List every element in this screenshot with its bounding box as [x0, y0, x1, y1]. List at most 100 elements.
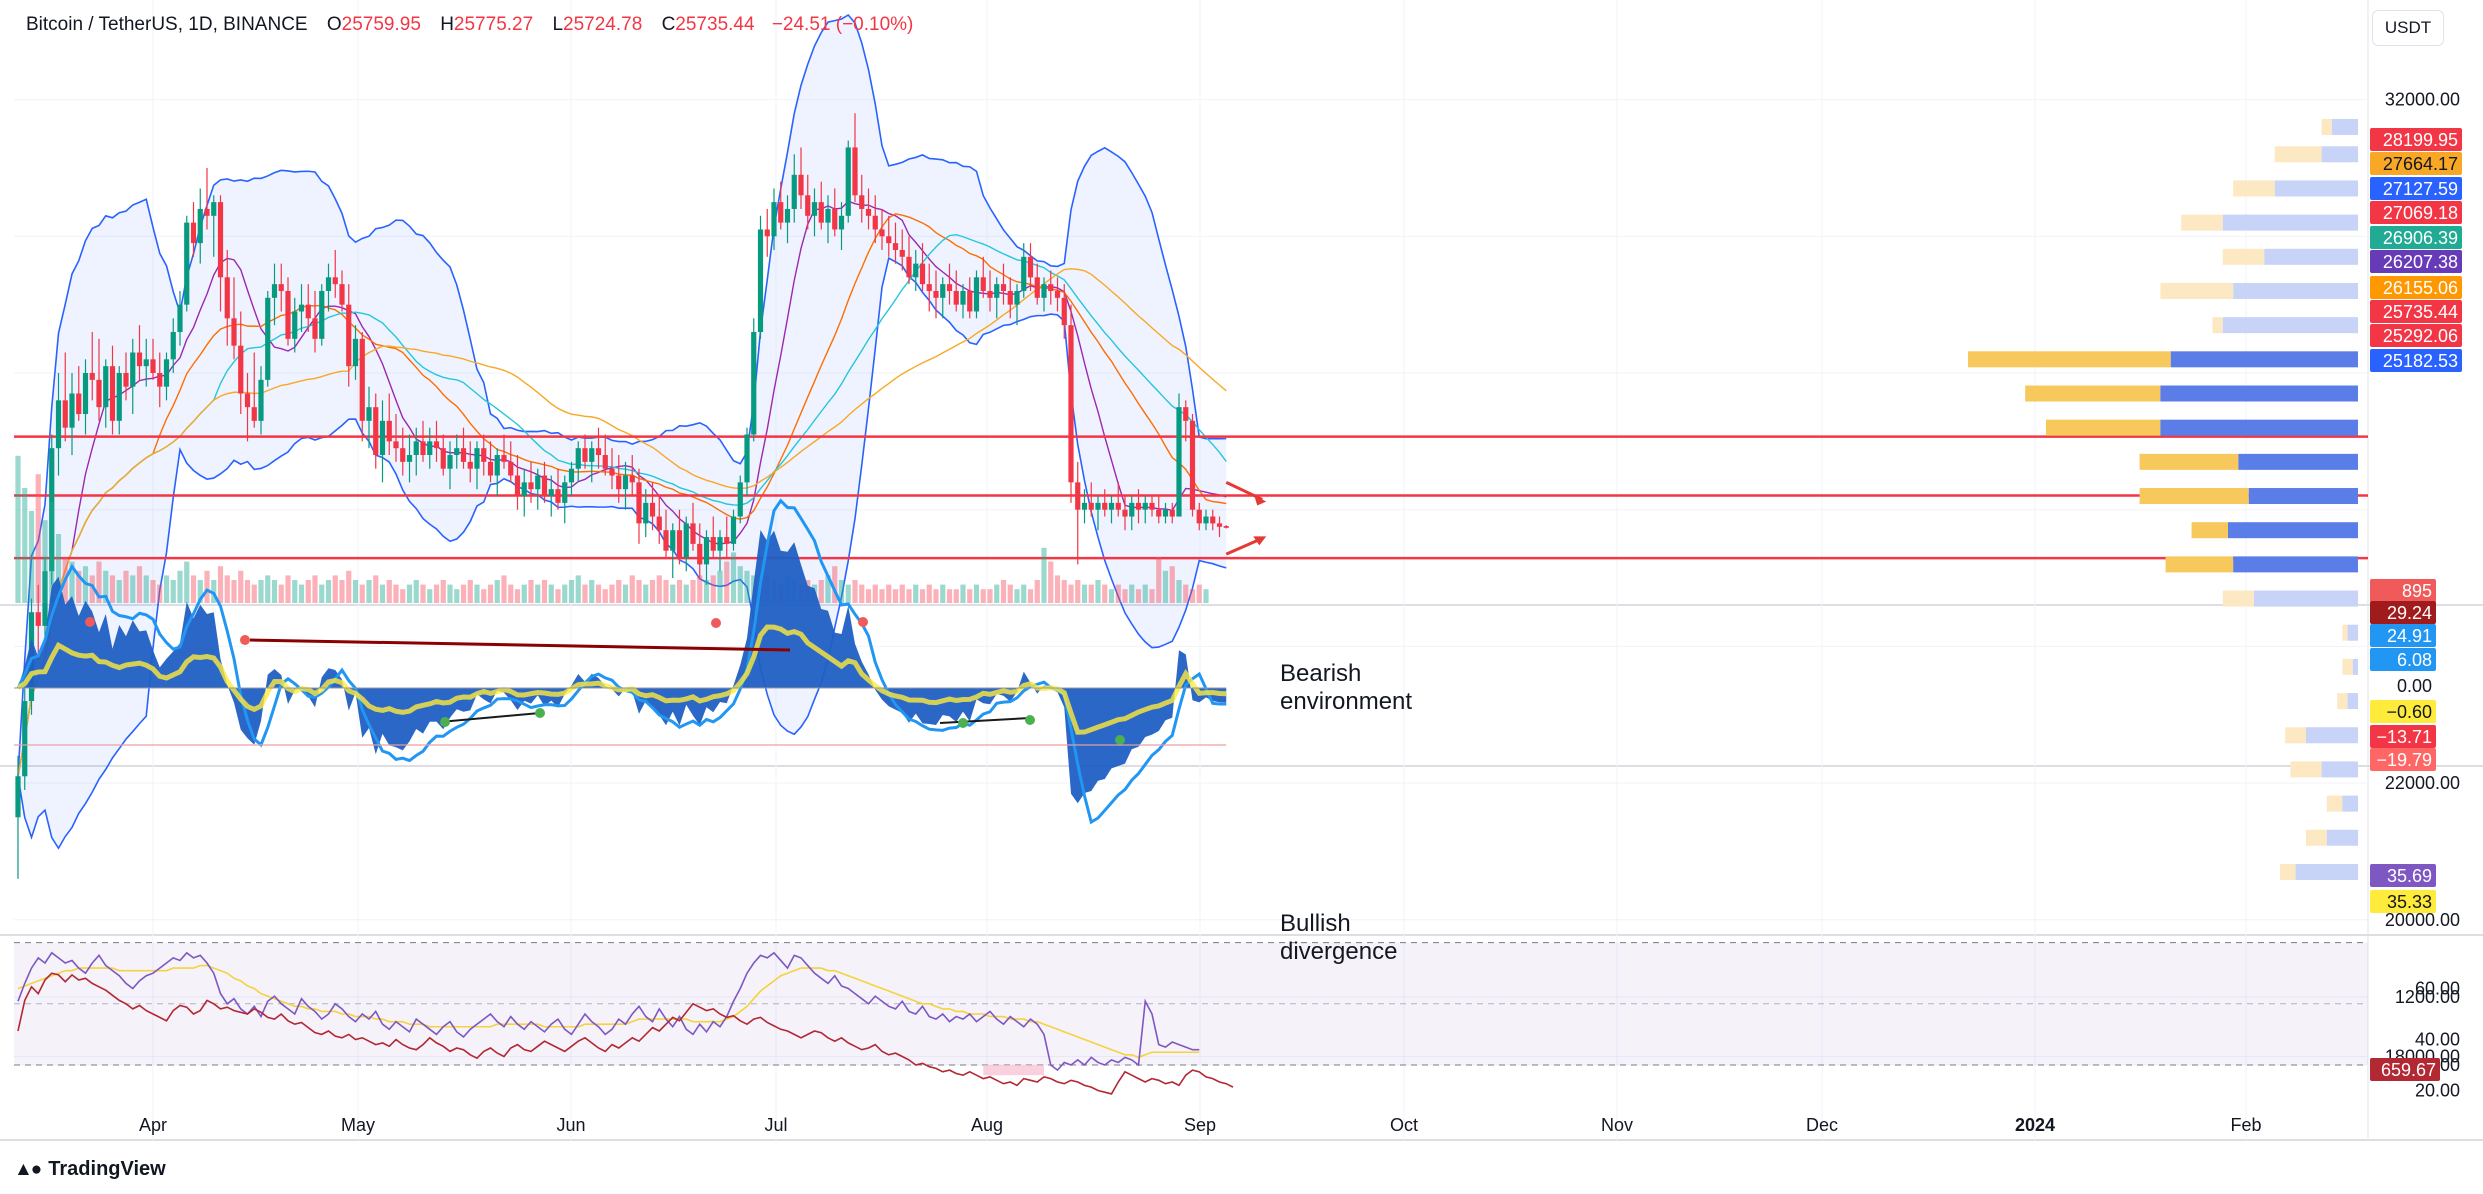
- annotation-bearish-line1: Bearish: [1280, 660, 1362, 687]
- candle-body: [960, 290, 966, 305]
- candle-body: [454, 448, 460, 456]
- annotation-bearish: Bearish environment: [1280, 660, 1412, 716]
- candle-body: [1075, 482, 1081, 510]
- volume-bar: [575, 575, 581, 603]
- price-pane[interactable]: [14, 13, 2368, 880]
- bottom-indicator-pane[interactable]: [17, 972, 1234, 1095]
- candle-body: [602, 455, 608, 469]
- currency-button[interactable]: USDT: [2372, 10, 2444, 46]
- candle-body: [818, 202, 824, 223]
- candle-body: [940, 284, 946, 298]
- candle-body: [535, 475, 541, 490]
- volume-bar: [312, 575, 318, 603]
- volume-bar: [683, 584, 689, 603]
- candle: [784, 195, 791, 244]
- candle-body: [589, 448, 595, 462]
- candle-body: [987, 290, 993, 298]
- time-tick-label: Apr: [139, 1115, 167, 1135]
- candle: [535, 468, 541, 510]
- candle-body: [1048, 284, 1054, 291]
- candle: [508, 441, 514, 483]
- candle: [865, 188, 872, 230]
- price-label-text: 25735.44: [2383, 302, 2458, 322]
- volume-bar: [744, 570, 750, 603]
- volume-bar: [636, 580, 642, 603]
- candle: [1041, 277, 1047, 312]
- rsi-pane[interactable]: [14, 942, 2368, 1076]
- volume-bar: [393, 584, 399, 603]
- candle: [163, 352, 170, 401]
- candle: [1149, 496, 1155, 517]
- candle-body: [1135, 502, 1142, 510]
- candle-body: [751, 331, 757, 435]
- volume-bar: [109, 575, 116, 603]
- candle: [211, 195, 217, 257]
- candle: [440, 434, 446, 476]
- candle-body: [352, 338, 359, 367]
- volume-bar: [1189, 589, 1196, 603]
- candle-body: [1183, 407, 1189, 421]
- oscillator-label: −13.71: [2370, 725, 2436, 748]
- time-axis[interactable]: Apr May Jun Jul Aug Sep Oct Nov Dec 2024 Feb: [139, 1115, 2262, 1135]
- rsi-tick-label: 20.00: [2415, 1081, 2460, 1101]
- volume-bar: [204, 570, 210, 603]
- volume-bar: [89, 575, 95, 603]
- oscillator-divergence-line: [939, 717, 1031, 724]
- candle: [393, 414, 399, 462]
- oscillator-signal-dot: [535, 708, 545, 718]
- oscillator-yellow-line: [16, 624, 1227, 735]
- candle: [217, 195, 224, 312]
- volume-bar: [1115, 584, 1121, 603]
- candle-body: [76, 393, 82, 415]
- candle-body: [811, 202, 818, 216]
- candle: [1210, 509, 1216, 531]
- candle: [737, 475, 743, 524]
- candle-body: [1102, 502, 1108, 510]
- volume-bar: [953, 589, 959, 603]
- volume-bar: [649, 580, 656, 603]
- candle: [1081, 489, 1088, 524]
- volume-bar: [130, 575, 136, 603]
- volume-bar: [967, 589, 973, 603]
- volume-bar: [562, 584, 568, 603]
- volume-bar: [244, 580, 251, 603]
- volume-bar: [879, 589, 885, 603]
- tradingview-brand[interactable]: ▲● TradingView: [14, 1158, 166, 1181]
- candle: [1021, 243, 1027, 298]
- oscillator-label-bg: [2370, 601, 2436, 624]
- volume-bar: [177, 570, 183, 603]
- volume-bar: [487, 584, 494, 603]
- price-axis[interactable]: 32000.0022000.0020000.0018000.0028199.95…: [2370, 90, 2462, 1101]
- oscillator-label-text: −13.71: [2376, 727, 2432, 747]
- volume-bar: [933, 589, 939, 603]
- candle-body: [994, 284, 1000, 298]
- volume-profile-bar: [2321, 118, 2332, 135]
- oscillator-label: 6.08: [2370, 648, 2436, 671]
- candle-body: [1189, 420, 1196, 510]
- candle: [710, 516, 716, 558]
- candle: [447, 441, 453, 490]
- volume-bar: [946, 589, 953, 603]
- volume-profile-bar: [2238, 453, 2358, 470]
- candle-body: [1223, 526, 1229, 528]
- oscillator-divergence-line: [249, 638, 791, 652]
- volume-bar: [643, 584, 649, 603]
- bottom-label: 659.67: [2370, 1058, 2440, 1081]
- volume-bar: [481, 589, 487, 603]
- volume-bar: [730, 552, 737, 603]
- candle: [899, 229, 905, 271]
- oscillator-label-text: −19.79: [2376, 750, 2432, 770]
- volume-bar: [872, 584, 878, 603]
- candle: [818, 181, 824, 230]
- candle-body: [656, 516, 662, 531]
- volume-bar: [1122, 589, 1128, 603]
- candle: [663, 509, 669, 558]
- volume-profile-bar: [2332, 118, 2358, 135]
- candle: [751, 318, 757, 442]
- candle-body: [730, 516, 737, 544]
- candle-body: [926, 284, 932, 291]
- candle-body: [1007, 290, 1013, 305]
- oscillator-pane[interactable]: [14, 498, 1227, 825]
- candle-body: [379, 420, 386, 456]
